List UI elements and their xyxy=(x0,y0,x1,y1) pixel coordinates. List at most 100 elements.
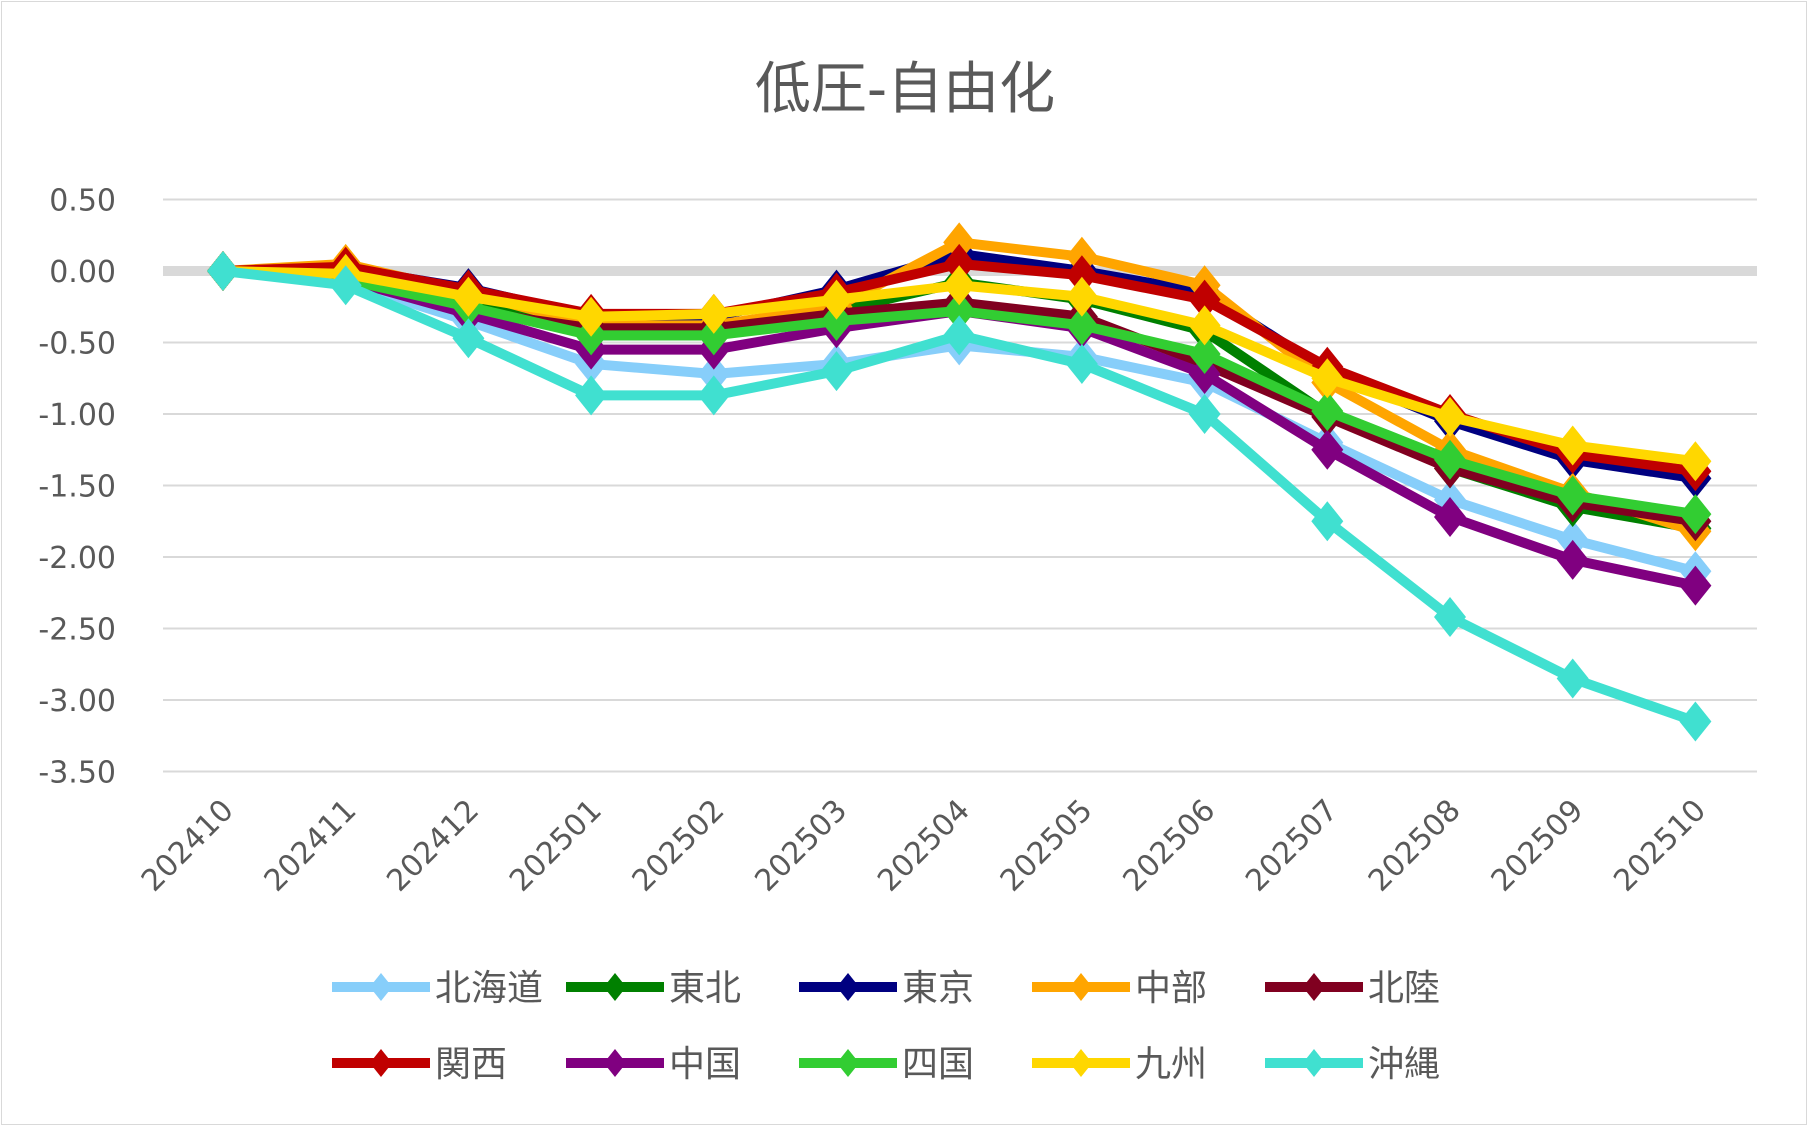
data-point xyxy=(1065,255,1098,296)
x-tick-label: 202502 xyxy=(626,793,732,899)
legend-item: 北陸 xyxy=(1265,968,1440,1009)
legend-marker-icon xyxy=(1302,1049,1326,1077)
data-point xyxy=(697,293,730,334)
data-point xyxy=(1065,305,1098,346)
data-point xyxy=(1679,494,1712,535)
data-point xyxy=(1311,391,1344,432)
chart-title: 低圧-自由化 xyxy=(755,57,1055,122)
legend-item: 中国 xyxy=(566,1044,741,1085)
data-point xyxy=(1065,343,1098,384)
x-tick-label: 202509 xyxy=(1485,793,1591,899)
x-tick-label: 202510 xyxy=(1607,793,1713,899)
data-point xyxy=(820,301,853,342)
data-point xyxy=(1188,394,1221,434)
data-point xyxy=(1556,475,1589,516)
legend-marker-icon xyxy=(369,1049,393,1077)
legend-marker-icon xyxy=(603,1049,627,1077)
x-tick-label: 202506 xyxy=(1117,793,1223,899)
x-tick-label: 202507 xyxy=(1239,793,1345,899)
legend-label: 四国 xyxy=(902,1044,974,1085)
legend-item: 四国 xyxy=(799,1044,974,1085)
legend-marker-icon xyxy=(1069,973,1093,1001)
legend-label: 北海道 xyxy=(435,968,543,1009)
data-point xyxy=(943,265,976,306)
data-point xyxy=(1311,501,1344,542)
data-point xyxy=(1434,597,1466,638)
legend-marker-icon xyxy=(1069,1049,1093,1077)
data-point xyxy=(1311,358,1344,399)
legend-label: 中部 xyxy=(1135,968,1207,1009)
data-point xyxy=(1556,425,1589,466)
data-point xyxy=(943,291,976,332)
data-point xyxy=(1188,353,1221,394)
data-point xyxy=(820,279,853,320)
data-point xyxy=(207,251,239,291)
data-point xyxy=(1679,441,1712,482)
y-tick-label: -0.50 xyxy=(38,327,116,362)
data-point xyxy=(697,375,730,416)
x-tick-label: 202505 xyxy=(994,793,1100,899)
x-tick-label: 202412 xyxy=(380,793,486,899)
x-tick-label: 202503 xyxy=(748,793,854,899)
data-point xyxy=(943,222,976,263)
x-tick-label: 202504 xyxy=(871,793,977,899)
data-point xyxy=(1311,429,1344,470)
legend-label: 東北 xyxy=(669,968,741,1009)
data-point xyxy=(1188,333,1221,374)
data-point xyxy=(697,353,730,394)
y-tick-label: 0.00 xyxy=(49,255,116,290)
legend-item: 北海道 xyxy=(332,968,543,1009)
legend-marker-icon xyxy=(369,973,393,1001)
data-point xyxy=(943,243,976,284)
data-point xyxy=(575,296,608,337)
legend-label: 東京 xyxy=(902,968,974,1009)
legend-marker-icon xyxy=(836,1049,860,1077)
y-tick-label: -2.00 xyxy=(38,541,116,576)
legend-label: 中国 xyxy=(669,1044,741,1085)
y-tick-label: -2.50 xyxy=(38,613,116,648)
x-tick-label: 202411 xyxy=(258,793,364,899)
data-point xyxy=(452,276,485,317)
legend-item: 関西 xyxy=(332,1044,507,1085)
data-point xyxy=(1434,396,1466,437)
data-point xyxy=(329,265,362,306)
legend-item: 東北 xyxy=(566,968,741,1009)
legend-item: 沖縄 xyxy=(1265,1044,1440,1085)
x-tick-label: 202508 xyxy=(1362,793,1468,899)
y-tick-label: 0.50 xyxy=(49,184,116,219)
data-point xyxy=(820,351,853,392)
data-point xyxy=(943,315,976,356)
legend-label: 九州 xyxy=(1135,1044,1207,1085)
series-沖縄 xyxy=(207,251,1712,742)
x-tick-label: 202501 xyxy=(503,793,609,899)
legend-label: 沖縄 xyxy=(1368,1044,1440,1085)
data-point xyxy=(1188,305,1221,346)
legend-marker-icon xyxy=(603,973,627,1001)
legend-marker-icon xyxy=(836,973,860,1001)
data-point xyxy=(1679,565,1712,606)
data-point xyxy=(1556,519,1589,560)
data-point xyxy=(1556,658,1589,699)
legend-item: 東京 xyxy=(799,968,974,1009)
data-point xyxy=(452,318,485,359)
data-point xyxy=(1679,701,1712,742)
data-point xyxy=(1065,276,1098,317)
y-tick-label: -3.50 xyxy=(38,756,116,791)
data-point xyxy=(1434,439,1466,480)
y-tick-label: -3.00 xyxy=(38,684,116,719)
legend-item: 九州 xyxy=(1032,1044,1207,1085)
legend-item: 中部 xyxy=(1032,968,1207,1009)
legend-marker-icon xyxy=(1302,973,1326,1001)
y-tick-label: -1.50 xyxy=(38,470,116,505)
legend-label: 関西 xyxy=(435,1044,507,1085)
data-point xyxy=(1188,279,1221,320)
data-point xyxy=(697,315,730,356)
data-point xyxy=(1434,496,1466,537)
y-tick-label: -1.00 xyxy=(38,398,116,433)
x-tick-label: 202410 xyxy=(135,793,241,899)
series-九州 xyxy=(207,251,1712,482)
data-point xyxy=(575,375,608,416)
legend-label: 北陸 xyxy=(1368,968,1440,1009)
